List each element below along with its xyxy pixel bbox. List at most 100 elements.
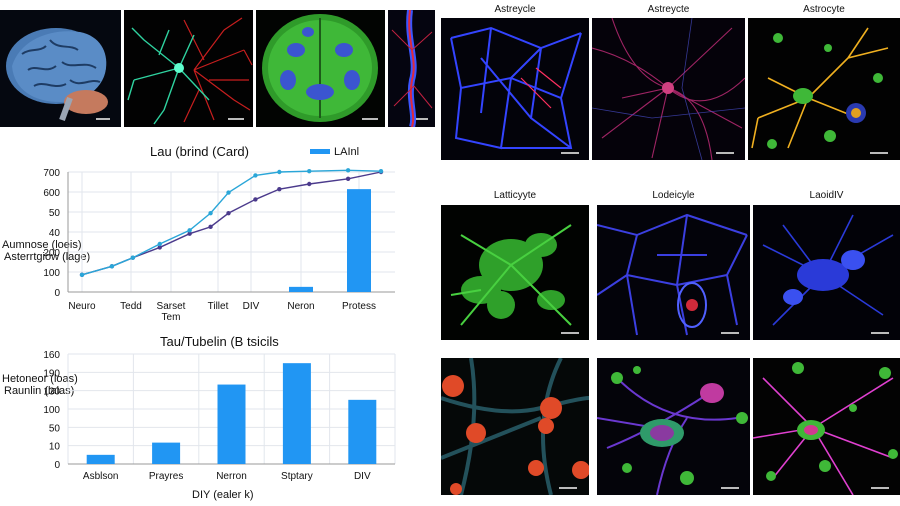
- laoidiv-blue-graphic: [753, 205, 900, 340]
- series-2-point: [109, 264, 115, 269]
- latticyte-green-graphic: [441, 205, 589, 340]
- astrocyte-magenta: [592, 18, 745, 160]
- bar-nerron: [217, 384, 246, 464]
- neuron-tracing-graphic: [124, 10, 253, 127]
- series-1-point: [253, 197, 258, 202]
- y-tick-label: 0: [54, 288, 60, 299]
- y-axis-label-2: Raunlin (lalas): [4, 385, 74, 397]
- x-tick-label: Sarset: [157, 301, 186, 312]
- y-tick-label: 10: [49, 442, 61, 453]
- grid-label-5: Lodeicyle: [652, 190, 695, 201]
- neurons-purple-green: [597, 358, 750, 495]
- series-2-point: [378, 168, 384, 174]
- fiber-tract-red-graphic: [388, 10, 435, 127]
- chart-2-title: Tau/Tubelin (B tsicils: [160, 334, 279, 349]
- astrocyte-yellow: [748, 18, 900, 160]
- neurons-magenta-green-graphic: [753, 358, 900, 495]
- neurons-orange-nuclei-graphic: [441, 358, 589, 495]
- grid-label-2: Astreycte: [647, 4, 690, 15]
- y-tick-label: 50: [49, 208, 61, 219]
- y-tick-label: 190: [43, 368, 60, 379]
- series-1-point: [187, 231, 192, 236]
- series-1-point: [345, 176, 351, 182]
- series-1-point: [307, 181, 312, 187]
- x-tick-label: Neron: [287, 301, 314, 312]
- series-2-point: [208, 210, 213, 216]
- chart-2-svg: Hetoneor (loas) Raunlin (lalas) DIY (eal…: [2, 350, 396, 501]
- series-1-point: [226, 210, 231, 216]
- x-axis-label: DIY (ealer k): [192, 489, 254, 501]
- astrocyte-network-blue: [441, 18, 589, 160]
- y-tick-label: 600: [43, 188, 60, 199]
- brain-illustration: [0, 10, 121, 127]
- laoidiv-blue: [753, 205, 900, 340]
- legend-label: LAInl: [334, 146, 359, 158]
- y-tick-label: 0: [54, 460, 60, 471]
- latticyte-green: [441, 205, 589, 340]
- grid-label-1: Astreycle: [494, 4, 536, 15]
- chart-1-svg: LAInl Aumnose (loeis) Asterrtgiow (lage)…: [2, 146, 395, 323]
- x-tick-label: Asblson: [83, 471, 119, 482]
- chart-1-title: Lau (brind (Card): [150, 144, 249, 159]
- bar-prayres: [152, 442, 181, 464]
- bar-stptary: [282, 363, 311, 464]
- y-axis-label-1: Aumnose (loeis): [2, 239, 81, 251]
- x-tick-label: Tillet: [208, 301, 229, 312]
- x-tick-label: Neuro: [68, 301, 96, 312]
- grid-label-3: Astrocyte: [803, 4, 845, 15]
- x-tick-label: DIV: [354, 471, 371, 482]
- y-tick-label: 100: [43, 268, 60, 279]
- brain-section-green-graphic: [256, 10, 385, 127]
- series-2-point: [277, 169, 282, 175]
- astrocyte-yellow-graphic: [748, 18, 900, 160]
- series-1-point: [277, 186, 282, 192]
- y-tick-label: 200: [43, 248, 60, 259]
- y-tick-label: 700: [43, 168, 60, 179]
- y-axis-label-2: Asterrtgiow (lage): [4, 251, 90, 263]
- legend-swatch: [310, 149, 330, 154]
- y-tick-label: 50: [49, 423, 61, 434]
- bar-protess: [347, 189, 371, 292]
- series-2-point: [345, 168, 351, 173]
- series-2-point: [130, 255, 136, 260]
- x-tick-label: Tem: [162, 312, 181, 323]
- grid-label-6: LaoidIV: [809, 190, 844, 201]
- series-line-2: [81, 169, 382, 276]
- grid-label-4: Latticyyte: [493, 190, 537, 201]
- x-tick-label: DIV: [243, 301, 260, 312]
- series-2-point: [307, 168, 312, 174]
- series-2-point: [157, 241, 162, 247]
- y-tick-label: 130: [43, 387, 60, 398]
- bar-asblson: [86, 454, 115, 464]
- series-1-point: [208, 224, 213, 230]
- neuron-tracing: [124, 10, 253, 127]
- lodeicyle-blue-graphic: [597, 205, 750, 340]
- x-tick-label: Stptary: [281, 471, 313, 482]
- series-1-point: [157, 245, 162, 250]
- series-2-point: [187, 228, 192, 233]
- astrocyte-network-blue-graphic: [441, 18, 589, 160]
- y-tick-label: 40: [49, 228, 61, 239]
- x-tick-label: Nerron: [216, 471, 247, 482]
- brain-section-green: [256, 10, 385, 127]
- y-tick-label: 160: [43, 350, 60, 361]
- astrocyte-magenta-graphic: [592, 18, 745, 160]
- lodeicyle-blue: [597, 205, 750, 340]
- series-2-point: [79, 272, 85, 278]
- fiber-tract-red: [388, 10, 435, 127]
- chart-2-panel: Tau/Tubelin (B tsicils Hetoneor (loas) R…: [0, 330, 432, 506]
- chart-1-panel: Lau (brind (Card) LAInl Aumnose (loeis) …: [0, 136, 432, 324]
- x-tick-label: Tedd: [120, 301, 142, 312]
- bar-neron: [289, 286, 313, 292]
- brain-illustration-graphic: [0, 10, 121, 127]
- neurons-magenta-green: [753, 358, 900, 495]
- y-axis-label-1: Hetoneor (loas): [2, 373, 78, 385]
- bar-div: [348, 399, 377, 464]
- neurons-purple-green-graphic: [597, 358, 750, 495]
- x-tick-label: Protess: [342, 301, 376, 312]
- x-tick-label: Prayres: [149, 471, 183, 482]
- neurons-orange-nuclei: [441, 358, 589, 495]
- series-2-point: [226, 190, 231, 195]
- y-tick-label: 100: [43, 405, 60, 416]
- series-2-point: [253, 173, 258, 178]
